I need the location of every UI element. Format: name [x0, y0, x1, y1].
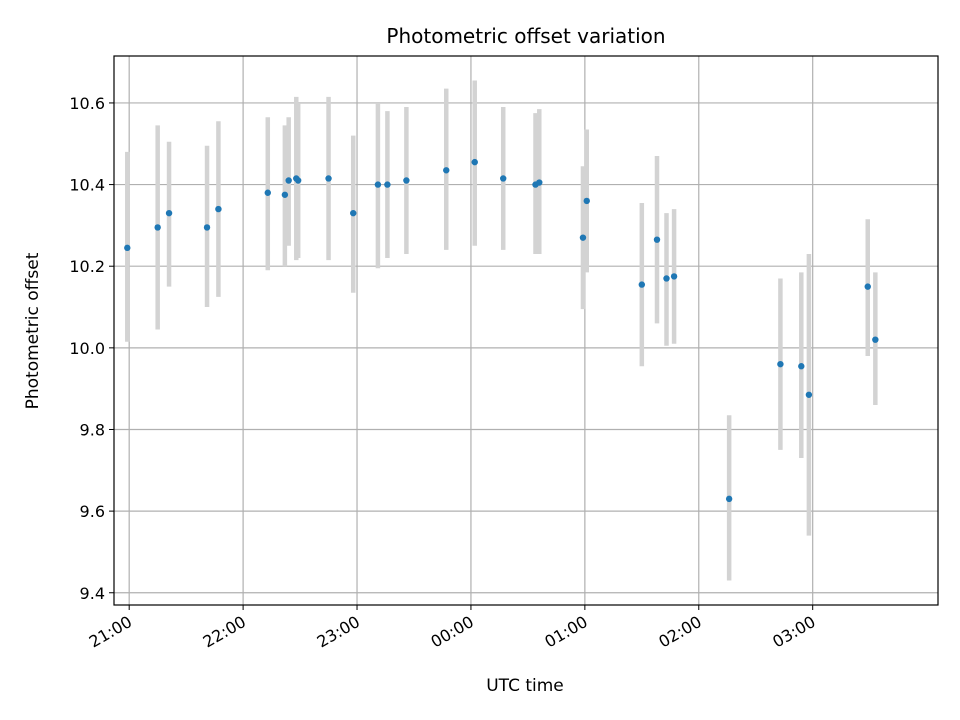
data-point	[579, 234, 587, 241]
data-point	[638, 281, 646, 288]
data-point	[725, 495, 733, 503]
y-tick-label: 9.8	[80, 420, 105, 439]
data-point	[215, 205, 222, 213]
data-point	[374, 181, 382, 188]
data-point	[471, 158, 478, 166]
data-point	[500, 175, 507, 182]
y-axis-title: Photometric offset	[23, 252, 43, 409]
y-tick-label: 9.4	[80, 584, 105, 603]
y-tick-label: 9.6	[80, 502, 105, 521]
data-point	[154, 224, 161, 231]
data-points	[124, 158, 879, 503]
data-point	[403, 177, 410, 184]
data-point	[325, 175, 332, 182]
data-point	[203, 224, 211, 231]
y-tick-label: 10.4	[69, 176, 105, 195]
data-point	[670, 273, 678, 280]
data-point	[124, 244, 131, 252]
data-point	[583, 197, 590, 205]
data-point	[165, 209, 173, 217]
data-point	[281, 191, 289, 198]
y-axis-ticks: 9.4 9.6 9.8 10.0 10.2 10.4 10.6	[69, 94, 114, 603]
y-tick-label: 10.0	[69, 339, 105, 358]
data-point	[663, 275, 670, 282]
data-point	[264, 189, 271, 196]
data-point	[294, 177, 302, 184]
chart-title: Photometric offset variation	[386, 24, 665, 48]
data-point	[285, 177, 292, 184]
data-point	[864, 283, 871, 290]
data-point	[536, 179, 543, 186]
data-point	[653, 236, 661, 243]
plot-frame	[113, 55, 939, 606]
data-point	[798, 363, 805, 370]
data-point	[777, 360, 784, 368]
data-point	[350, 209, 357, 217]
data-point	[872, 336, 879, 343]
data-point	[805, 391, 813, 398]
y-tick-label: 10.2	[69, 257, 105, 276]
data-point	[384, 181, 391, 188]
y-tick-label: 10.6	[69, 94, 105, 113]
data-point	[443, 167, 450, 174]
x-axis-title: UTC time	[486, 676, 564, 696]
